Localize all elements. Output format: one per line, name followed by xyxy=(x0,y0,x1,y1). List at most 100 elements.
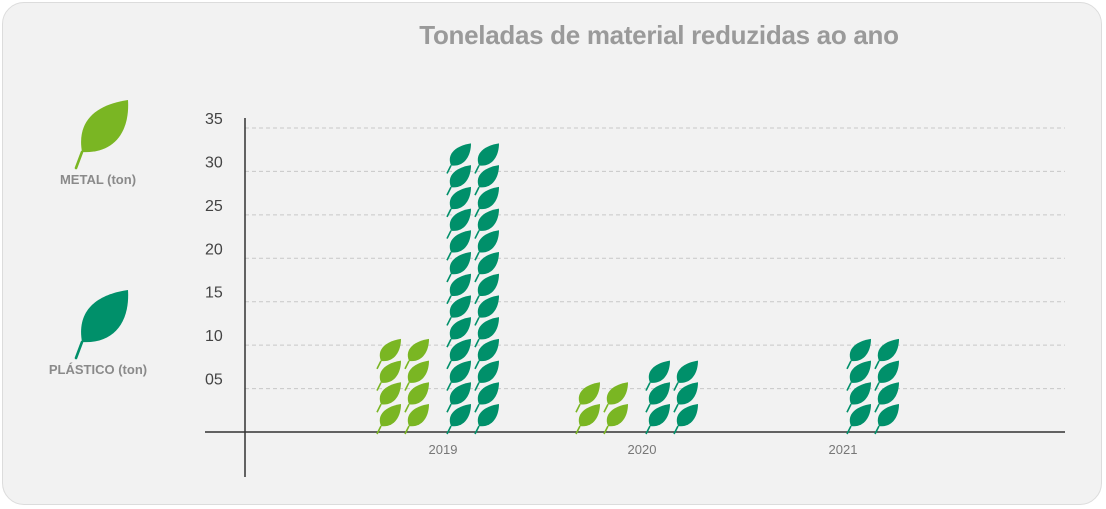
x-tick-label: 2020 xyxy=(628,442,657,457)
y-tick-label: 30 xyxy=(205,154,223,171)
leaf-stem xyxy=(404,360,410,370)
leaf-icon xyxy=(849,338,871,362)
leaf-icon xyxy=(606,404,628,427)
legend-item-metal: METAL (ton) xyxy=(8,92,188,187)
leaf-stem xyxy=(446,251,452,261)
legend-item-plastico: PLÁSTICO (ton) xyxy=(8,282,188,377)
leaf-icon xyxy=(449,404,471,427)
y-tick-label: 10 xyxy=(205,328,223,345)
leaf-stem xyxy=(846,403,852,413)
leaf-stem xyxy=(446,295,452,305)
leaf-icon xyxy=(877,404,899,427)
leaf-icon xyxy=(849,404,871,427)
leaf-stem xyxy=(874,360,880,370)
leaf-stem xyxy=(404,382,410,391)
leaf-stem xyxy=(404,403,410,413)
leaf-icon xyxy=(407,404,429,427)
leaf-stem xyxy=(474,208,480,218)
leaf-stem xyxy=(474,230,480,239)
leaf-icon xyxy=(676,382,698,405)
leaf-stem xyxy=(474,295,480,305)
leaf-icon xyxy=(449,165,471,188)
leaf-stem xyxy=(376,403,382,413)
leaf-icon xyxy=(477,360,499,383)
leaf-stem xyxy=(603,425,609,435)
leaf-icon xyxy=(74,100,129,170)
leaf-icon xyxy=(477,338,499,362)
leaf-icon xyxy=(449,360,471,383)
leaf-stem xyxy=(474,425,480,435)
leaf-icon xyxy=(449,338,471,362)
leaf-stem xyxy=(446,317,452,326)
y-tick-label: 05 xyxy=(205,372,223,389)
chart-title: Toneladas de material reduzidas ao ano xyxy=(419,20,899,50)
leaf-icon xyxy=(477,252,499,275)
leaf-stem xyxy=(446,360,452,370)
leaf-stem xyxy=(645,382,651,391)
leaf-stem xyxy=(474,317,480,326)
leaf-icon xyxy=(477,208,499,231)
leaf-stem xyxy=(874,382,880,391)
leaf-stem xyxy=(376,360,382,370)
leaf-icon xyxy=(676,360,698,383)
leaf-stem xyxy=(404,425,410,435)
leaf-icon xyxy=(606,382,628,405)
leaf-icon xyxy=(449,273,471,296)
leaf-stem xyxy=(673,382,679,391)
leaf-stem xyxy=(446,165,452,174)
leaf-stem xyxy=(474,403,480,413)
leaf-icon xyxy=(648,404,670,427)
leaf-stem xyxy=(474,360,480,370)
leaf-stem xyxy=(474,338,480,348)
leaf-icon xyxy=(379,360,401,383)
leaf-icon xyxy=(407,338,429,362)
leaf-icon xyxy=(849,360,871,383)
leaf-icon xyxy=(379,338,401,362)
leaf-stem xyxy=(874,403,880,413)
leaf-icon xyxy=(648,382,670,405)
leaf-stem xyxy=(474,273,480,283)
y-tick-label: 35 xyxy=(205,111,223,128)
leaf-icon xyxy=(477,273,499,296)
leaf-stem xyxy=(376,382,382,391)
leaf-icon xyxy=(477,186,499,210)
leaf-icon xyxy=(449,295,471,318)
leaf-stem xyxy=(474,251,480,261)
leaf-icon xyxy=(578,404,600,427)
leaf-icon xyxy=(449,252,471,275)
leaf-icon xyxy=(449,186,471,210)
leaf-icon xyxy=(449,317,471,340)
leaf-stem xyxy=(603,403,609,413)
leaf-stem xyxy=(446,403,452,413)
leaf-icon xyxy=(74,290,129,360)
leaf-icon xyxy=(477,404,499,427)
leaf-stem xyxy=(846,360,852,370)
legend-label-metal: METAL (ton) xyxy=(59,172,137,187)
leaf-stem xyxy=(446,208,452,218)
leaf-stem xyxy=(874,425,880,435)
leaf-stem xyxy=(376,425,382,435)
leaf-icon xyxy=(379,404,401,427)
leaf-icon xyxy=(449,230,471,253)
x-tick-label: 2021 xyxy=(829,442,858,457)
leaf-stem xyxy=(446,230,452,239)
leaf-stem xyxy=(446,273,452,283)
leaf-icon xyxy=(449,143,471,166)
leaf-stem xyxy=(474,165,480,174)
leaf-icon xyxy=(676,404,698,427)
leaf-stem xyxy=(474,186,480,196)
leaf-stem xyxy=(474,382,480,391)
leaf-stem xyxy=(575,425,581,435)
leaf-icon xyxy=(648,360,670,383)
leaf-icon xyxy=(877,360,899,383)
leaf-stem xyxy=(645,425,651,435)
leaf-stem xyxy=(645,403,651,413)
leaf-stem xyxy=(846,382,852,391)
leaf-icon xyxy=(449,208,471,231)
leaf-icon xyxy=(477,165,499,188)
leaf-icon xyxy=(877,338,899,362)
x-tick-label: 2019 xyxy=(429,442,458,457)
leaf-icon xyxy=(379,382,401,405)
